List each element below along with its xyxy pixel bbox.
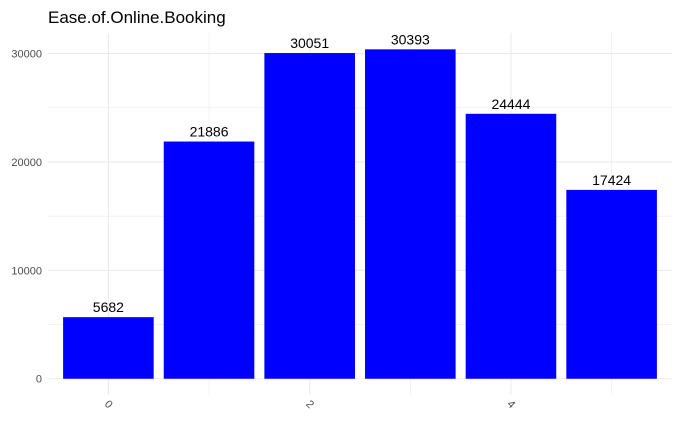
bar-0 xyxy=(63,317,154,379)
y-axis: 0 10000 20000 30000 xyxy=(11,49,42,386)
y-tick-label: 30000 xyxy=(11,49,42,61)
y-tick-label: 20000 xyxy=(11,157,42,169)
data-label-3: 30393 xyxy=(391,31,430,47)
data-label-0: 5682 xyxy=(93,299,124,315)
y-tick-label: 10000 xyxy=(11,265,42,277)
bar-4 xyxy=(465,113,557,379)
bars xyxy=(63,49,657,379)
x-axis: 0 2 4 xyxy=(102,398,517,411)
chart-title: Ease.of.Online.Booking xyxy=(48,8,226,27)
data-labels: 5682 21886 30051 30393 24444 17424 xyxy=(93,31,631,315)
x-tick-label: 0 xyxy=(102,398,115,411)
bar-3 xyxy=(365,49,456,379)
y-tick-label: 0 xyxy=(36,374,42,386)
x-tick-label: 2 xyxy=(303,398,316,411)
data-label-4: 24444 xyxy=(491,96,530,112)
x-tick-label: 4 xyxy=(505,398,518,411)
bar-1 xyxy=(163,141,255,379)
data-label-5: 17424 xyxy=(592,172,631,188)
data-label-2: 30051 xyxy=(290,35,329,51)
bar-2 xyxy=(264,53,355,379)
bar-5 xyxy=(566,189,657,379)
data-label-1: 21886 xyxy=(190,124,229,140)
